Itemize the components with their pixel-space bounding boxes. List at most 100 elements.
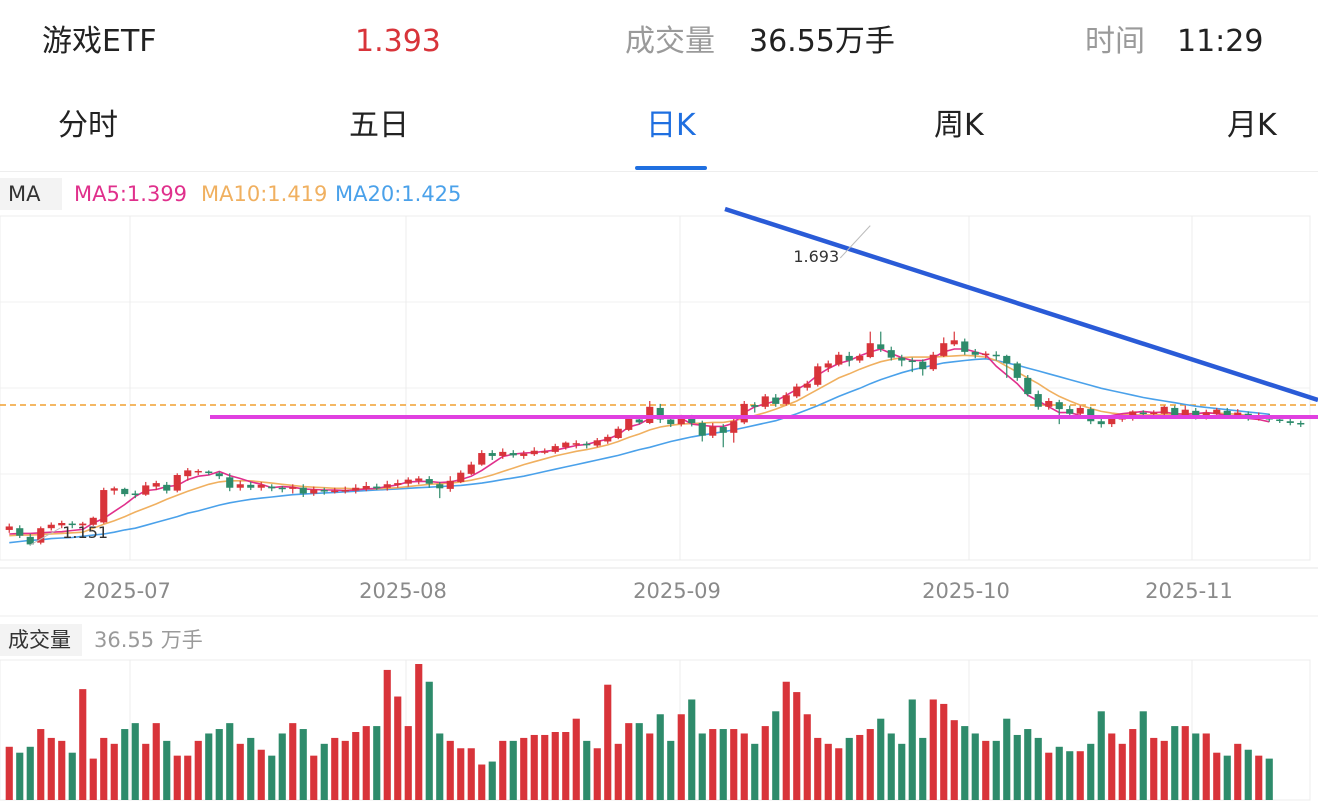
ma-indicator-selector[interactable]: MA: [0, 178, 62, 210]
candle-body: [929, 354, 937, 370]
candle-body: [163, 484, 171, 491]
volume-bar: [856, 734, 864, 800]
volume-bar: [226, 723, 234, 800]
candle-body: [16, 528, 24, 536]
volume-bar: [352, 732, 360, 800]
candle-body: [1034, 394, 1042, 407]
tab-weekly-k[interactable]: 周K: [934, 108, 984, 143]
ma20-line: [9, 357, 1270, 544]
tab-daily-k[interactable]: 日K: [646, 108, 696, 143]
candle-body: [866, 343, 874, 358]
candle-body: [709, 426, 717, 436]
candle-body: [278, 487, 286, 490]
candle-body: [446, 480, 454, 489]
ma5-value: MA5:1.399: [74, 182, 188, 206]
volume-label: 成交量: [625, 24, 715, 59]
tab-five-day[interactable]: 五日: [349, 108, 409, 143]
volume-bar: [425, 681, 433, 800]
volume-bar: [992, 740, 1000, 800]
candle-body: [215, 473, 223, 477]
volume-bar: [1265, 758, 1273, 800]
ma-legend: MA MA5:1.399 MA10:1.419 MA20:1.425: [0, 176, 1318, 212]
volume-bar: [257, 749, 265, 800]
ma5-line: [9, 348, 1270, 535]
x-tick-label: 2025-10: [922, 579, 1010, 603]
volume-bar: [772, 711, 780, 800]
candle-body: [730, 421, 738, 433]
candle-body: [541, 451, 549, 453]
candle-body: [803, 383, 811, 388]
volume-bar: [1076, 751, 1084, 800]
candle-body: [919, 361, 927, 370]
period-tabs: 分时 五日 日K 周K 月K: [0, 96, 1318, 172]
volume-bar: [1192, 733, 1200, 800]
candle-body: [1202, 412, 1210, 418]
candle-body: [1097, 421, 1105, 425]
volume-bar: [950, 720, 958, 800]
volume-bar: [740, 733, 748, 800]
volume-bar: [530, 734, 538, 800]
candle-body: [793, 386, 801, 397]
candle-body: [1055, 402, 1063, 410]
volume-bar: [268, 755, 276, 800]
volume-bar: [908, 699, 916, 800]
volume-bar: [1055, 746, 1063, 800]
candle-body: [635, 419, 643, 423]
volume-bar: [1129, 729, 1137, 800]
tab-monthly-k[interactable]: 月K: [1227, 108, 1277, 143]
candle-body: [604, 436, 612, 442]
volume-bar: [898, 743, 906, 800]
volume-legend: 成交量 36.55 万手: [0, 622, 1318, 658]
candle-body: [835, 354, 843, 365]
candle-body: [1076, 407, 1084, 414]
volume-bar: [719, 729, 727, 800]
candle-body: [1192, 410, 1200, 418]
candle-body: [131, 493, 139, 496]
volume-bar: [488, 761, 496, 800]
volume-bar: [1223, 755, 1231, 800]
volume-bar: [110, 743, 118, 800]
volume-bar: [635, 723, 643, 800]
candle-body: [184, 470, 192, 477]
candle-body: [772, 397, 780, 404]
volume-bar: [289, 723, 297, 800]
candle-body: [572, 443, 580, 445]
volume-bar: [1213, 752, 1221, 800]
candle-body: [782, 395, 790, 404]
volume-bar: [625, 723, 633, 800]
tab-intraday[interactable]: 分时: [58, 108, 118, 143]
volume-indicator-selector[interactable]: 成交量: [0, 624, 82, 656]
volume-bar: [583, 740, 591, 800]
volume-bar: [509, 740, 517, 800]
candle-body: [331, 490, 339, 493]
candle-body: [89, 517, 97, 525]
candle-body: [26, 536, 34, 545]
volume-bar: [667, 740, 675, 800]
candle-body: [100, 490, 108, 523]
volume-bar: [835, 748, 843, 800]
candle-body: [887, 350, 895, 358]
volume-bar: [782, 681, 790, 800]
candle-body: [394, 483, 402, 485]
candle-body: [362, 485, 370, 489]
candle-body: [58, 522, 66, 526]
volume-bar: [5, 746, 13, 800]
candle-body: [373, 486, 381, 489]
candle-body: [142, 485, 150, 495]
candle-body: [1003, 355, 1011, 364]
last-price: 1.393: [355, 24, 441, 59]
volume-bar: [415, 664, 423, 800]
volume-bar: [866, 729, 874, 800]
volume-bar: [205, 733, 213, 800]
candle-body: [1297, 422, 1305, 425]
volume-bar: [373, 726, 381, 800]
ma20-value: MA20:1.425: [335, 182, 462, 206]
candle-body: [593, 440, 601, 446]
volume-bar: [47, 737, 55, 800]
volume-bar: [730, 729, 738, 800]
volume-bar: [331, 737, 339, 800]
candle-body: [740, 403, 748, 423]
candle-body: [908, 360, 916, 363]
candle-body: [583, 443, 591, 446]
